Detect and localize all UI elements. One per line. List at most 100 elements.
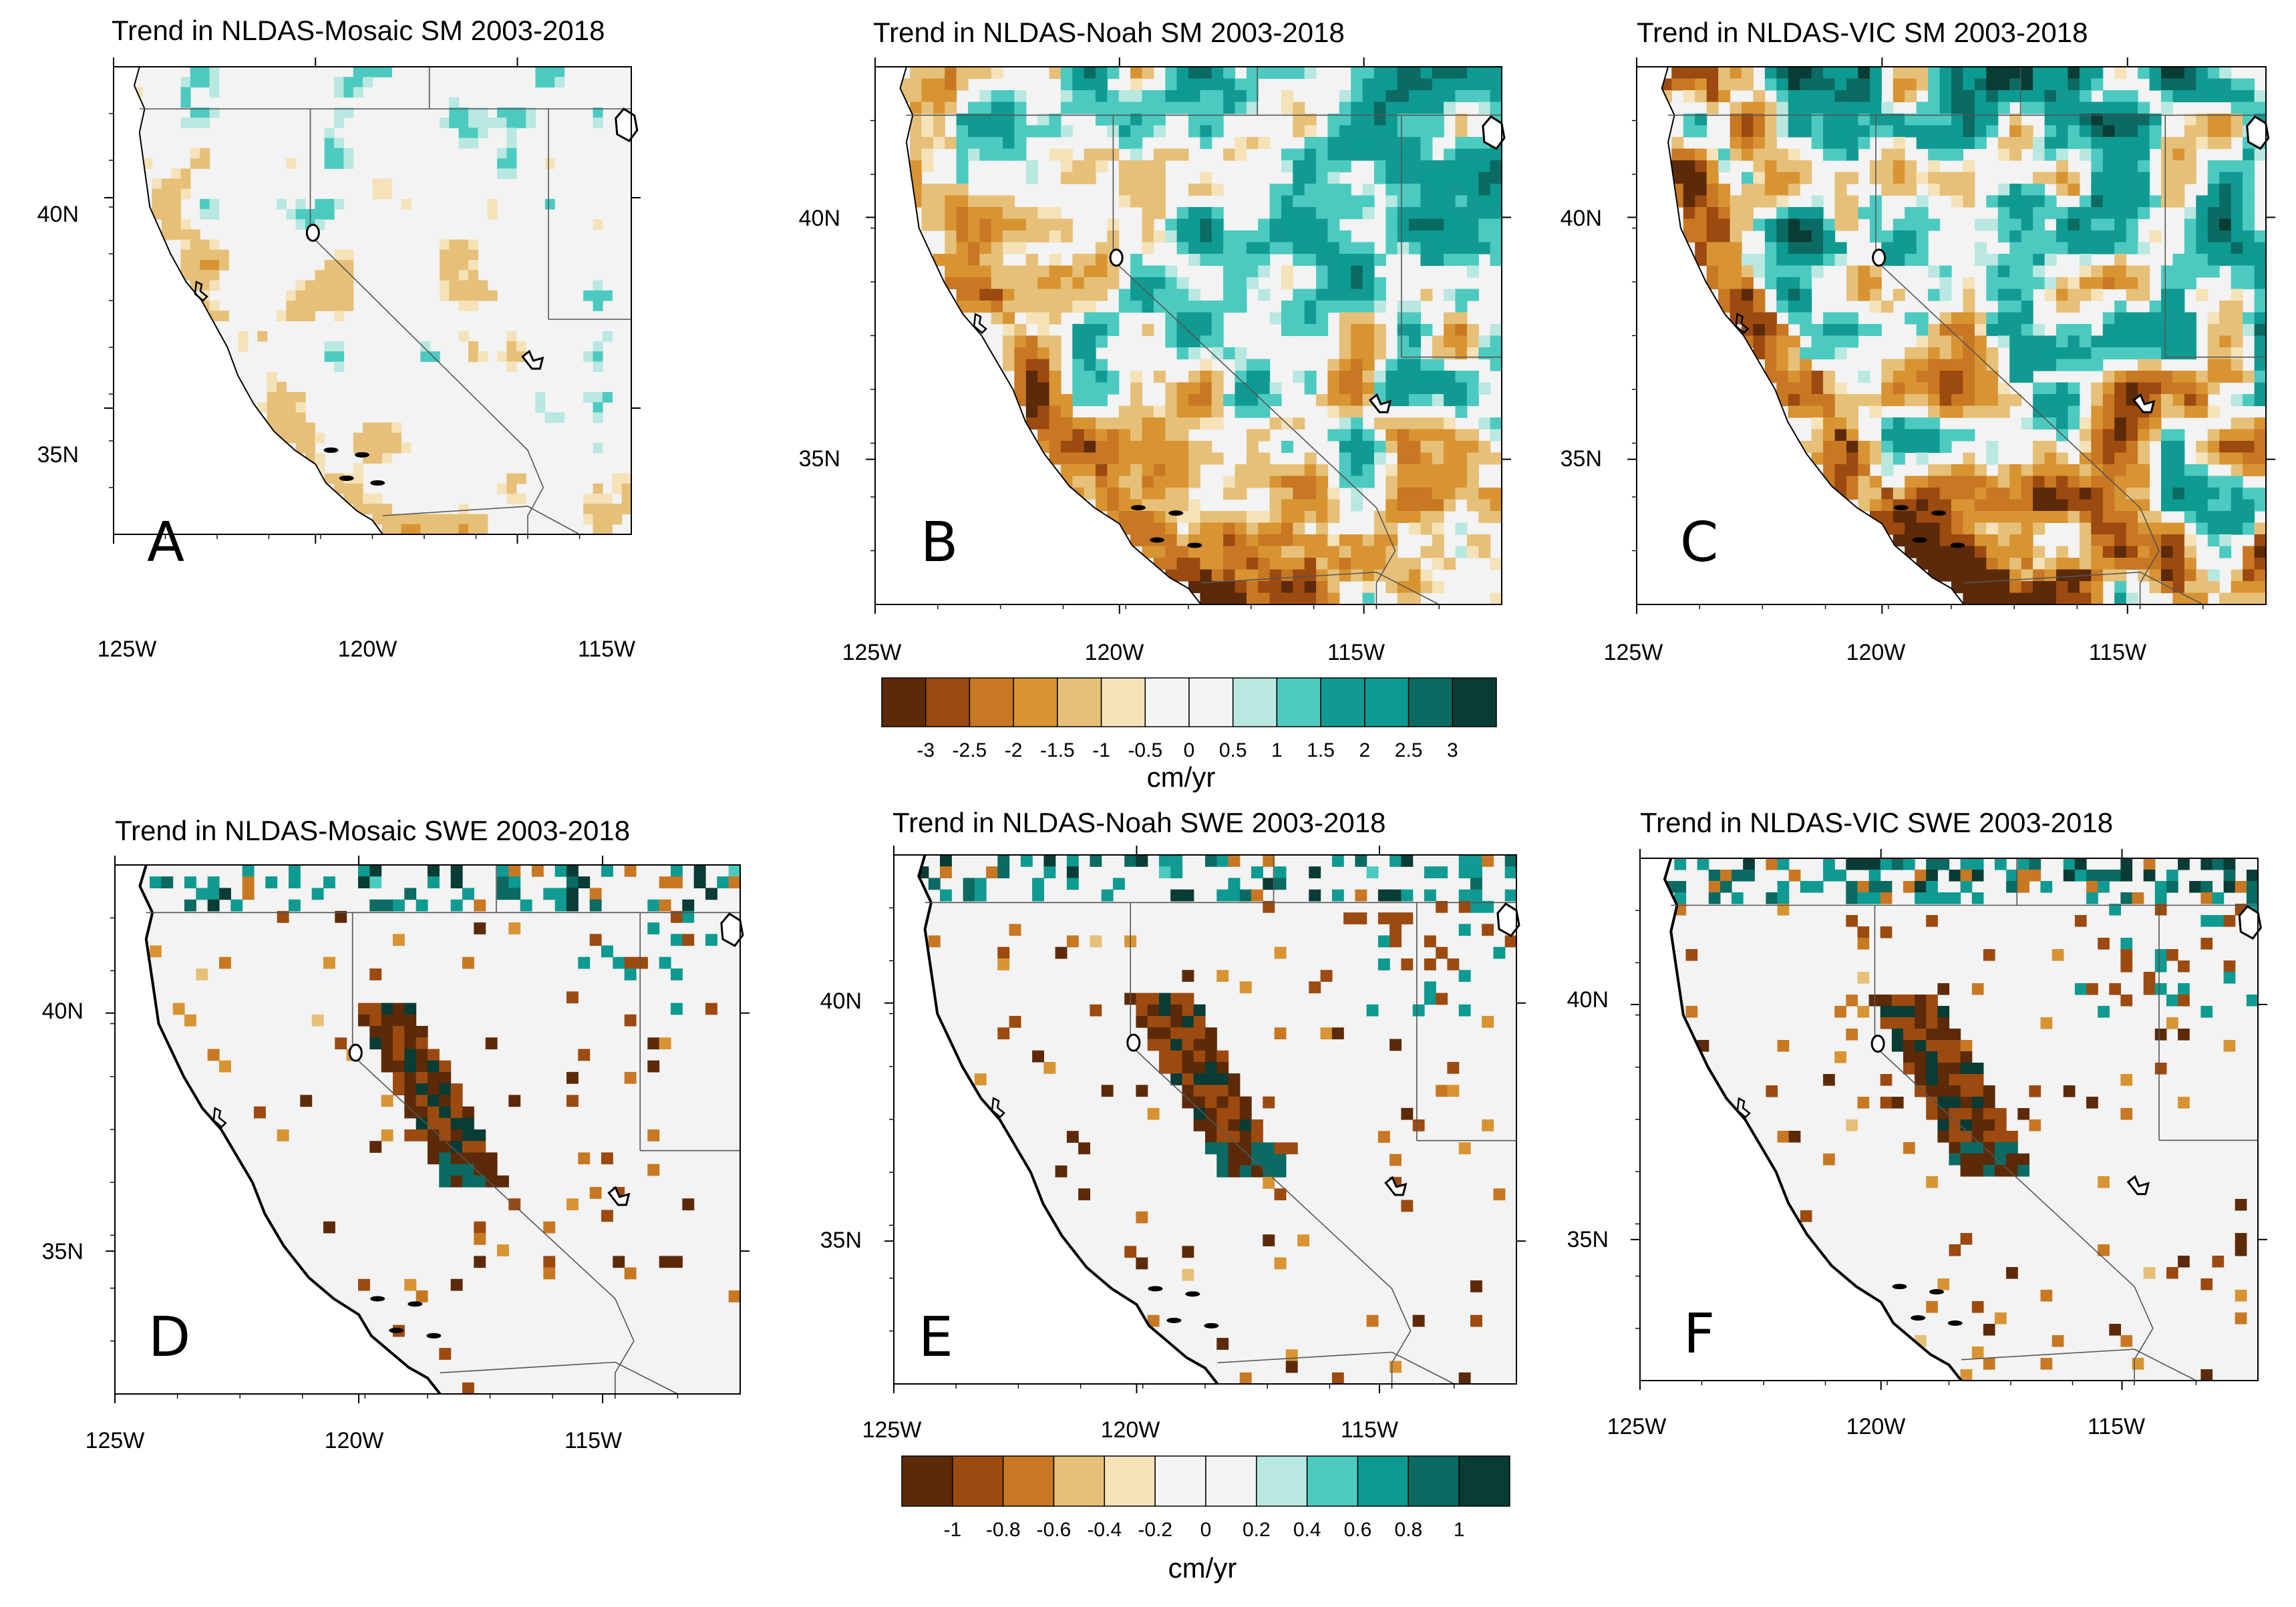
trend-cell — [1963, 534, 1975, 547]
trend-cell — [1881, 488, 1894, 500]
trend-cell — [1997, 592, 2010, 605]
trend-cell — [1228, 1131, 1241, 1143]
trend-cell — [1258, 242, 1271, 254]
trend-cell — [1107, 429, 1120, 441]
trend-cell — [1811, 137, 1824, 150]
trend-cell — [1974, 242, 1987, 254]
trend-cell — [1928, 324, 1941, 337]
trend-cell — [2161, 289, 2173, 301]
trend-cell — [1316, 476, 1329, 488]
trend-cell — [1764, 242, 1777, 254]
ocean — [875, 67, 1201, 604]
trend-cell — [404, 1060, 417, 1073]
trend-cell — [2102, 429, 2115, 441]
trend-cell — [1118, 289, 1131, 301]
trend-cell — [1995, 1119, 2007, 1131]
trend-cell — [1478, 102, 1491, 114]
trend-cell — [1025, 394, 1038, 407]
trend-cell — [1951, 429, 1963, 441]
trend-cell — [516, 107, 526, 118]
trend-cell — [1949, 1029, 1961, 1041]
trend-cell — [1118, 301, 1131, 313]
trend-cell — [1420, 289, 1433, 301]
trend-cell — [2172, 382, 2185, 395]
trend-cell — [1153, 265, 1166, 278]
trend-cell — [2161, 324, 2173, 337]
trend-cell — [2243, 230, 2255, 243]
trend-cell — [1239, 889, 1252, 902]
trend-cell — [2114, 452, 2127, 465]
trend-cell — [1188, 441, 1200, 454]
trend-cell — [2068, 102, 2080, 114]
trend-cell — [1708, 870, 1721, 882]
trend-cell — [921, 207, 934, 220]
trend-cell — [1409, 569, 1421, 582]
trend-cell — [2079, 277, 2092, 290]
lake-mead — [2126, 1175, 2150, 1196]
trend-cell — [1926, 1051, 1938, 1063]
trend-cell — [2068, 347, 2080, 360]
trend-cell — [2207, 511, 2220, 524]
trend-cell — [393, 1037, 405, 1050]
trend-cell — [1084, 335, 1096, 348]
trend-cell — [2044, 452, 2057, 465]
trend-cell — [2161, 476, 2173, 488]
trend-cell — [1084, 382, 1096, 395]
trend-cell — [1304, 207, 1317, 220]
trend-cell — [1409, 359, 1421, 371]
trend-cell — [1351, 148, 1363, 161]
trend-cell — [1893, 511, 1905, 524]
trend-cell — [2009, 254, 2022, 266]
trend-cell — [1216, 855, 1229, 867]
trend-cell — [440, 280, 450, 291]
trend-cell — [1118, 160, 1131, 173]
trend-cell — [1200, 67, 1212, 79]
trend-cell — [1072, 371, 1085, 383]
trend-cell — [1869, 476, 1882, 488]
trend-cell — [1730, 137, 1742, 150]
trend-cell — [2172, 569, 2185, 582]
trend-cell — [2126, 312, 2138, 325]
trend-cell — [2091, 335, 2104, 348]
trend-cell — [1060, 417, 1073, 430]
trend-cell — [1490, 324, 1502, 337]
trend-cell — [2068, 335, 2080, 348]
trend-cell — [1800, 371, 1812, 383]
trend-cell — [393, 1026, 405, 1038]
trend-cell — [613, 1256, 625, 1268]
trend-cell — [2207, 312, 2220, 325]
trend-cell — [968, 148, 980, 161]
trend-cell — [1718, 277, 1731, 290]
lake-mead — [1384, 1176, 1408, 1196]
trend-cell — [1718, 218, 1731, 231]
trend-cell — [1072, 359, 1085, 371]
trend-cell — [2068, 405, 2080, 418]
trend-cell — [2231, 464, 2243, 477]
channel-island — [323, 448, 339, 453]
state-border — [1130, 902, 1412, 1384]
trend-cell — [2091, 160, 2104, 173]
trend-cell — [2033, 137, 2045, 150]
trend-cell — [1800, 1210, 1812, 1222]
trend-cell — [1986, 254, 1999, 266]
trend-cell — [1834, 102, 1847, 114]
trend-cell — [1118, 441, 1131, 454]
trend-cell — [1963, 324, 1975, 337]
trend-cell — [2086, 870, 2098, 882]
trend-cell — [295, 290, 306, 301]
trend-cell — [1869, 67, 1882, 79]
trend-cell — [1316, 546, 1329, 558]
trend-cell — [1397, 359, 1410, 371]
trend-cell — [1170, 855, 1183, 867]
trend-cell — [1258, 230, 1271, 243]
trend-cell — [1281, 546, 1293, 558]
trend-cell — [1258, 511, 1271, 524]
map-panel-b: Trend in NLDAS-Noah SM 2003-2018 125W 12… — [799, 17, 1511, 665]
trend-cell — [1060, 405, 1073, 418]
trend-cell — [1362, 114, 1375, 126]
trend-cell — [1893, 114, 1905, 126]
trend-cell — [2033, 394, 2045, 407]
trend-cell — [1235, 382, 1247, 395]
trend-cell — [1926, 1006, 1938, 1018]
trend-cell — [1444, 371, 1456, 383]
